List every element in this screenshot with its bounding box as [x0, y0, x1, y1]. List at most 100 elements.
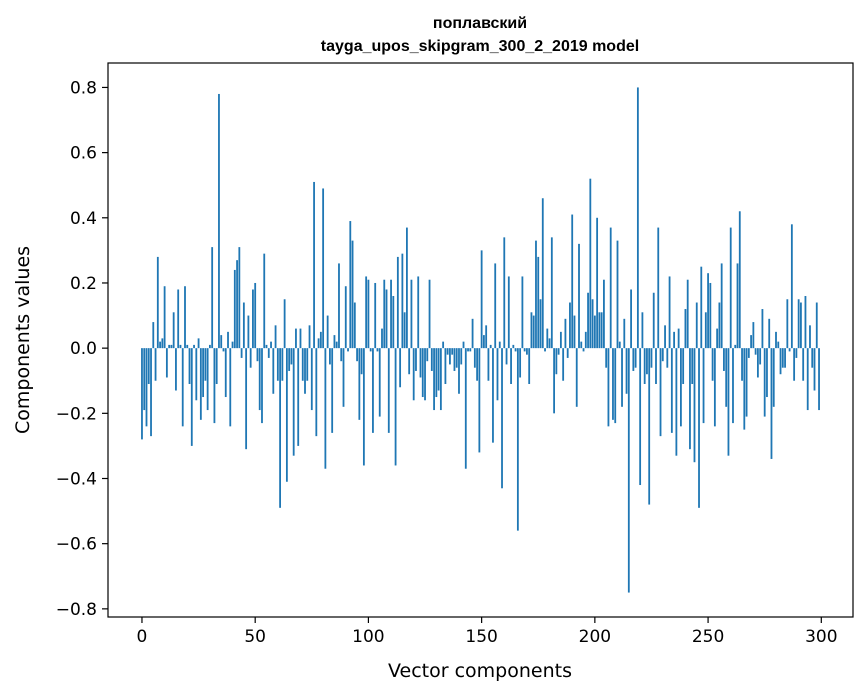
bar [181, 348, 184, 427]
bar [496, 348, 499, 401]
bar [519, 348, 522, 378]
bar [265, 344, 268, 349]
bar [263, 253, 266, 349]
bar [689, 348, 691, 450]
bar [197, 338, 200, 349]
bar [571, 214, 574, 349]
bar [797, 299, 800, 349]
bar [177, 289, 180, 349]
bar [206, 348, 209, 411]
bar [165, 348, 168, 378]
bar [686, 279, 689, 349]
bar [603, 279, 605, 349]
bar [695, 302, 698, 349]
bar [743, 348, 746, 430]
x-tick-label: 300 [805, 627, 837, 647]
bar [566, 348, 569, 358]
bar [711, 348, 714, 381]
bar [510, 348, 512, 384]
bar [535, 240, 537, 349]
bar [385, 289, 388, 349]
bar [779, 348, 782, 375]
bar [315, 348, 318, 437]
bar [716, 328, 719, 349]
bar [258, 348, 261, 411]
bar [317, 338, 320, 349]
bar [802, 348, 805, 381]
bar [818, 348, 820, 411]
bar [573, 315, 576, 349]
bar [528, 348, 531, 384]
bar [403, 312, 406, 349]
bar [661, 348, 664, 362]
bar [179, 344, 182, 349]
bar [331, 348, 334, 433]
bar [270, 341, 272, 349]
bar [190, 348, 193, 446]
bar [242, 302, 245, 349]
bar [625, 348, 628, 394]
bar [297, 348, 300, 446]
bar [453, 348, 456, 371]
bar [288, 348, 291, 371]
bar [623, 318, 626, 349]
bar [621, 348, 623, 407]
bar [752, 322, 755, 349]
bar [310, 348, 313, 411]
bar [646, 348, 648, 375]
bar [426, 348, 429, 362]
bar [367, 279, 370, 349]
bar [684, 309, 687, 349]
bar [790, 224, 793, 349]
bar [682, 348, 685, 384]
bar [559, 331, 562, 349]
bar [557, 348, 560, 355]
bar [227, 331, 229, 349]
y-tick-label: −0.4 [56, 470, 97, 490]
bar [329, 348, 331, 365]
bar [489, 344, 492, 349]
bar [460, 348, 463, 365]
bar [285, 348, 288, 482]
bar [408, 348, 411, 375]
bar [469, 348, 472, 352]
bar [652, 292, 655, 349]
bar [439, 348, 442, 411]
bar [147, 348, 150, 384]
bar [437, 348, 440, 391]
bar [333, 335, 336, 349]
bar [544, 348, 546, 352]
bar [254, 282, 257, 349]
bar [229, 348, 232, 427]
bar [670, 348, 673, 433]
bar [464, 348, 467, 469]
bar [630, 289, 632, 349]
y-tick-label: 0.0 [70, 339, 97, 359]
plot-frame [107, 62, 854, 618]
bar [800, 302, 802, 349]
bar [693, 348, 696, 463]
bar [301, 348, 304, 381]
x-axis-ticks: 0 50 100 150 200 250 300 [137, 617, 838, 647]
bar [750, 335, 752, 349]
x-tick-label: 100 [352, 627, 384, 647]
bar [381, 328, 383, 349]
bar [636, 87, 639, 349]
bar [387, 348, 390, 433]
bar [322, 188, 325, 349]
x-tick-label: 150 [465, 627, 497, 647]
bar [639, 348, 642, 486]
bar [365, 276, 368, 349]
bar [150, 348, 152, 437]
bar [231, 341, 234, 349]
bar [804, 296, 807, 349]
bar [507, 276, 510, 349]
bar [383, 279, 386, 349]
bar [152, 322, 155, 349]
bar [537, 256, 540, 349]
bar [550, 237, 553, 349]
bar [580, 341, 583, 349]
bar [240, 348, 243, 358]
bar [156, 256, 159, 349]
